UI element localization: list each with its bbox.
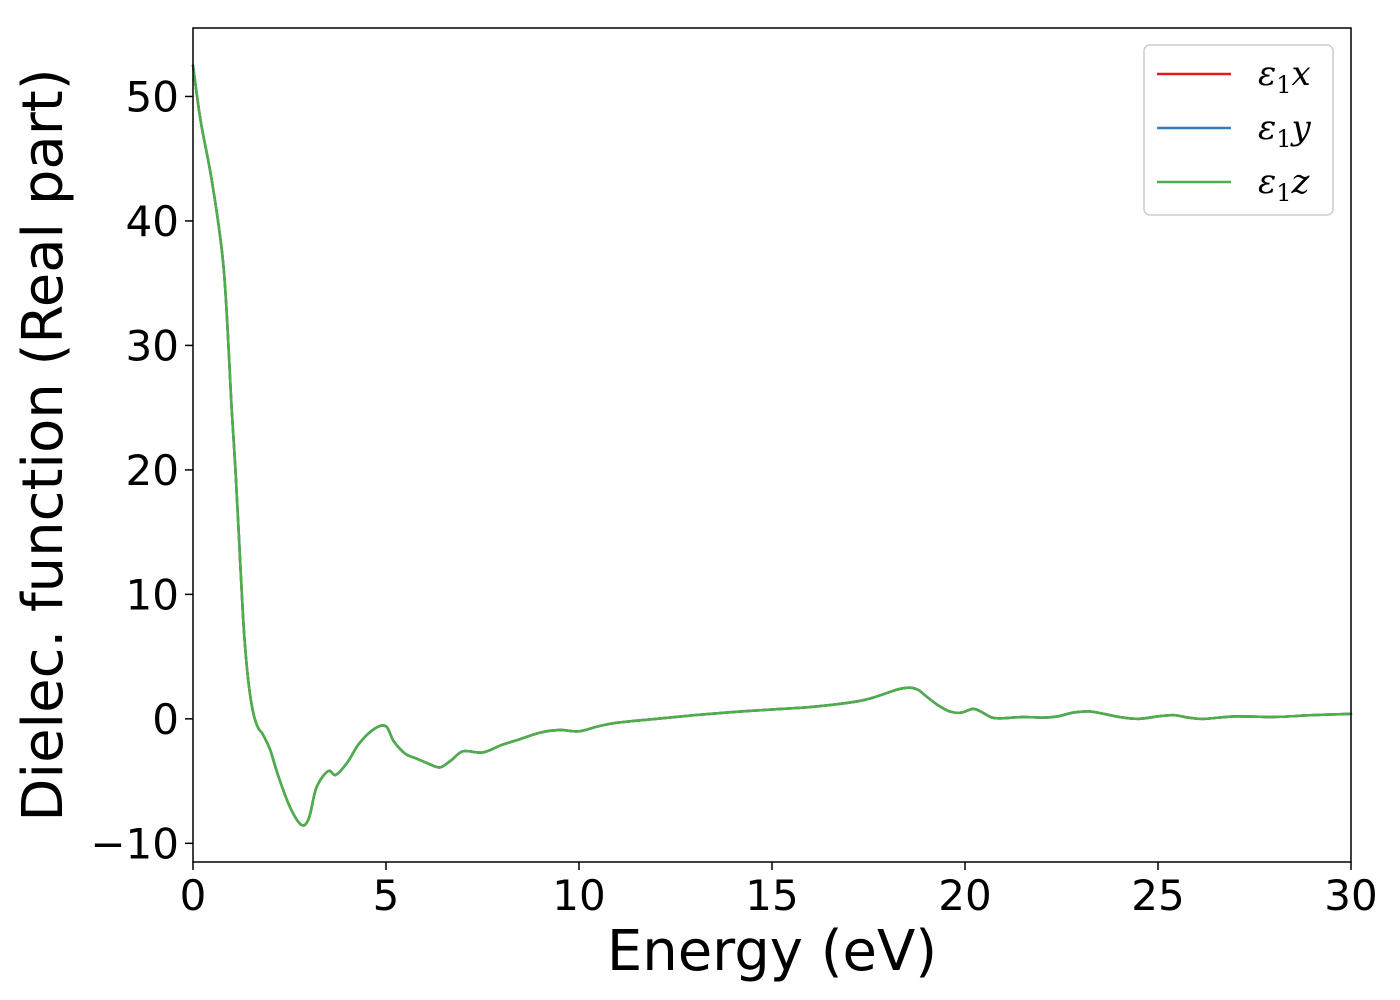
y-tick-label: 0: [152, 695, 179, 744]
x-tick-label: 15: [745, 871, 798, 920]
legend-label-variable: y: [1290, 108, 1312, 148]
legend-label-x: ε1x: [1258, 54, 1311, 99]
legend-label-subscript: 1: [1276, 71, 1291, 99]
y-tick-label: 20: [126, 446, 179, 495]
y-tick-label: −10: [90, 819, 179, 868]
x-tick-label: 10: [552, 871, 605, 920]
legend-label-y: ε1y: [1258, 108, 1312, 153]
x-tick-label: 25: [1131, 871, 1184, 920]
x-axis-ticks: 0 5 10 15 20 25 30: [180, 862, 1378, 920]
legend-label-variable: x: [1292, 54, 1311, 94]
x-tick-label: 5: [373, 871, 400, 920]
legend-label-symbol: ε: [1258, 162, 1276, 202]
legend-label-z: ε1z: [1258, 162, 1311, 207]
series-line-z: [191, 64, 1353, 827]
y-tick-label: 50: [126, 72, 179, 121]
legend-label-symbol: ε: [1258, 54, 1276, 94]
y-axis-title: Dielec. function (Real part): [11, 68, 76, 821]
legend-label-subscript: 1: [1276, 125, 1291, 153]
x-tick-label: 30: [1324, 871, 1377, 920]
legend-box: [1143, 44, 1334, 216]
legend-label-symbol: ε: [1258, 108, 1276, 148]
x-tick-label: 0: [180, 871, 207, 920]
legend-label-variable: z: [1291, 162, 1311, 202]
x-axis-title: Energy (eV): [607, 919, 937, 984]
y-tick-label: 30: [126, 321, 179, 370]
y-tick-label: 10: [126, 570, 179, 619]
series-layer: [191, 64, 1353, 827]
legend-label-subscript: 1: [1276, 179, 1291, 207]
x-tick-label: 20: [938, 871, 991, 920]
y-axis-ticks: −10 0 10 20 30 40 50: [90, 72, 193, 868]
plot-area: [191, 27, 1353, 863]
y-tick-label: 40: [126, 197, 179, 246]
